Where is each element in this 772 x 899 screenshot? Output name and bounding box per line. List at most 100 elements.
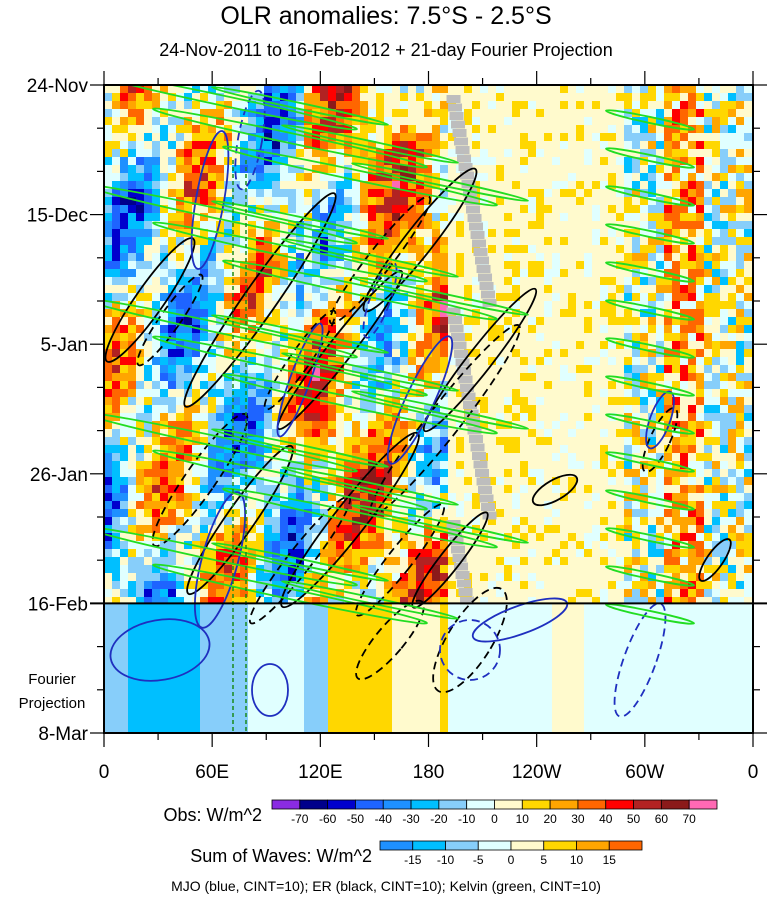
obs-cell — [384, 429, 393, 438]
obs-cell — [504, 229, 513, 238]
obs-cell — [272, 437, 281, 446]
obs-cell — [272, 293, 281, 302]
obs-cell — [688, 477, 697, 486]
obs-cell — [432, 213, 441, 222]
obs-cell — [128, 189, 137, 198]
obs-cell — [144, 429, 153, 438]
obs-cell — [280, 317, 289, 326]
obs-cell — [616, 429, 625, 438]
obs-cell — [536, 453, 545, 462]
obs-cell — [424, 165, 433, 174]
obs-cell — [136, 141, 145, 150]
obs-cell — [560, 453, 569, 462]
obs-cell — [296, 341, 305, 350]
obs-cell — [472, 285, 481, 294]
obs-cell — [528, 157, 537, 166]
obs-cell — [128, 221, 137, 230]
obs-cell — [416, 565, 425, 574]
obs-cell — [112, 469, 121, 478]
obs-cell — [736, 125, 745, 134]
obs-cell — [600, 245, 609, 254]
obs-cell — [264, 309, 273, 318]
obs-cell — [184, 173, 193, 182]
obs-cell — [632, 101, 641, 110]
obs-cell — [648, 301, 657, 310]
obs-cell — [256, 413, 265, 422]
obs-cell — [216, 469, 225, 478]
obs-cell — [400, 421, 409, 430]
obs-cell — [368, 213, 377, 222]
obs-cell — [616, 229, 625, 238]
obs-cell — [328, 181, 337, 190]
obs-cell — [688, 293, 697, 302]
obs-cell — [648, 245, 657, 254]
obs-cell — [368, 341, 377, 350]
obs-cell — [208, 269, 217, 278]
obs-cell — [744, 245, 753, 254]
obs-cell — [360, 525, 369, 534]
obs-cell — [176, 285, 185, 294]
obs-cell — [312, 397, 321, 406]
obs-cell — [296, 365, 305, 374]
obs-cell — [352, 397, 361, 406]
obs-cell — [560, 261, 569, 270]
obs-cell — [208, 93, 217, 102]
obs-cell — [304, 149, 313, 158]
obs-cell — [280, 293, 289, 302]
obs-cell — [512, 533, 521, 542]
obs-cell — [448, 293, 457, 302]
obs-cell — [536, 517, 545, 526]
obs-cell — [472, 405, 481, 414]
obs-cell — [680, 213, 689, 222]
obs-cell — [392, 237, 401, 246]
obs-cell — [176, 269, 185, 278]
obs-cell — [608, 269, 617, 278]
obs-cell — [432, 189, 441, 198]
obs-cell — [248, 565, 257, 574]
obs-cell — [680, 149, 689, 158]
obs-cell — [240, 221, 249, 230]
obs-cell — [560, 221, 569, 230]
obs-cell — [488, 269, 497, 278]
obs-cell — [440, 445, 449, 454]
obs-cell — [128, 269, 137, 278]
obs-cell — [384, 101, 393, 110]
obs-cell — [296, 485, 305, 494]
obs-cell — [568, 453, 577, 462]
obs-cell — [152, 165, 161, 174]
obs-cell — [136, 453, 145, 462]
obs-cell — [472, 389, 481, 398]
obs-cell — [136, 173, 145, 182]
obs-cell — [432, 149, 441, 158]
obs-cell — [488, 445, 497, 454]
obs-cell — [632, 317, 641, 326]
obs-cell — [352, 269, 361, 278]
obs-cell — [632, 269, 641, 278]
obs-cell — [184, 85, 193, 94]
obs-cell — [208, 397, 217, 406]
obs-cell — [192, 341, 201, 350]
obs-cell — [480, 149, 489, 158]
obs-cell — [336, 309, 345, 318]
obs-cell — [400, 229, 409, 238]
obs-cell — [232, 357, 241, 366]
obs-cell — [416, 109, 425, 118]
obs-cell — [544, 117, 553, 126]
obs-cell — [480, 117, 489, 126]
obs-cell — [232, 93, 241, 102]
obs-cell — [744, 189, 753, 198]
obs-cell — [744, 373, 753, 382]
obs-cell — [128, 293, 137, 302]
obs-cell — [592, 485, 601, 494]
obs-cell — [496, 165, 505, 174]
obs-cell — [280, 309, 289, 318]
obs-cell — [608, 277, 617, 286]
obs-cell — [672, 445, 681, 454]
obs-cell — [632, 557, 641, 566]
obs-cell — [168, 85, 177, 94]
obs-cell — [424, 397, 433, 406]
obs-cell — [400, 261, 409, 270]
obs-cell — [720, 341, 729, 350]
obs-cell — [728, 501, 737, 510]
obs-cell — [592, 493, 601, 502]
